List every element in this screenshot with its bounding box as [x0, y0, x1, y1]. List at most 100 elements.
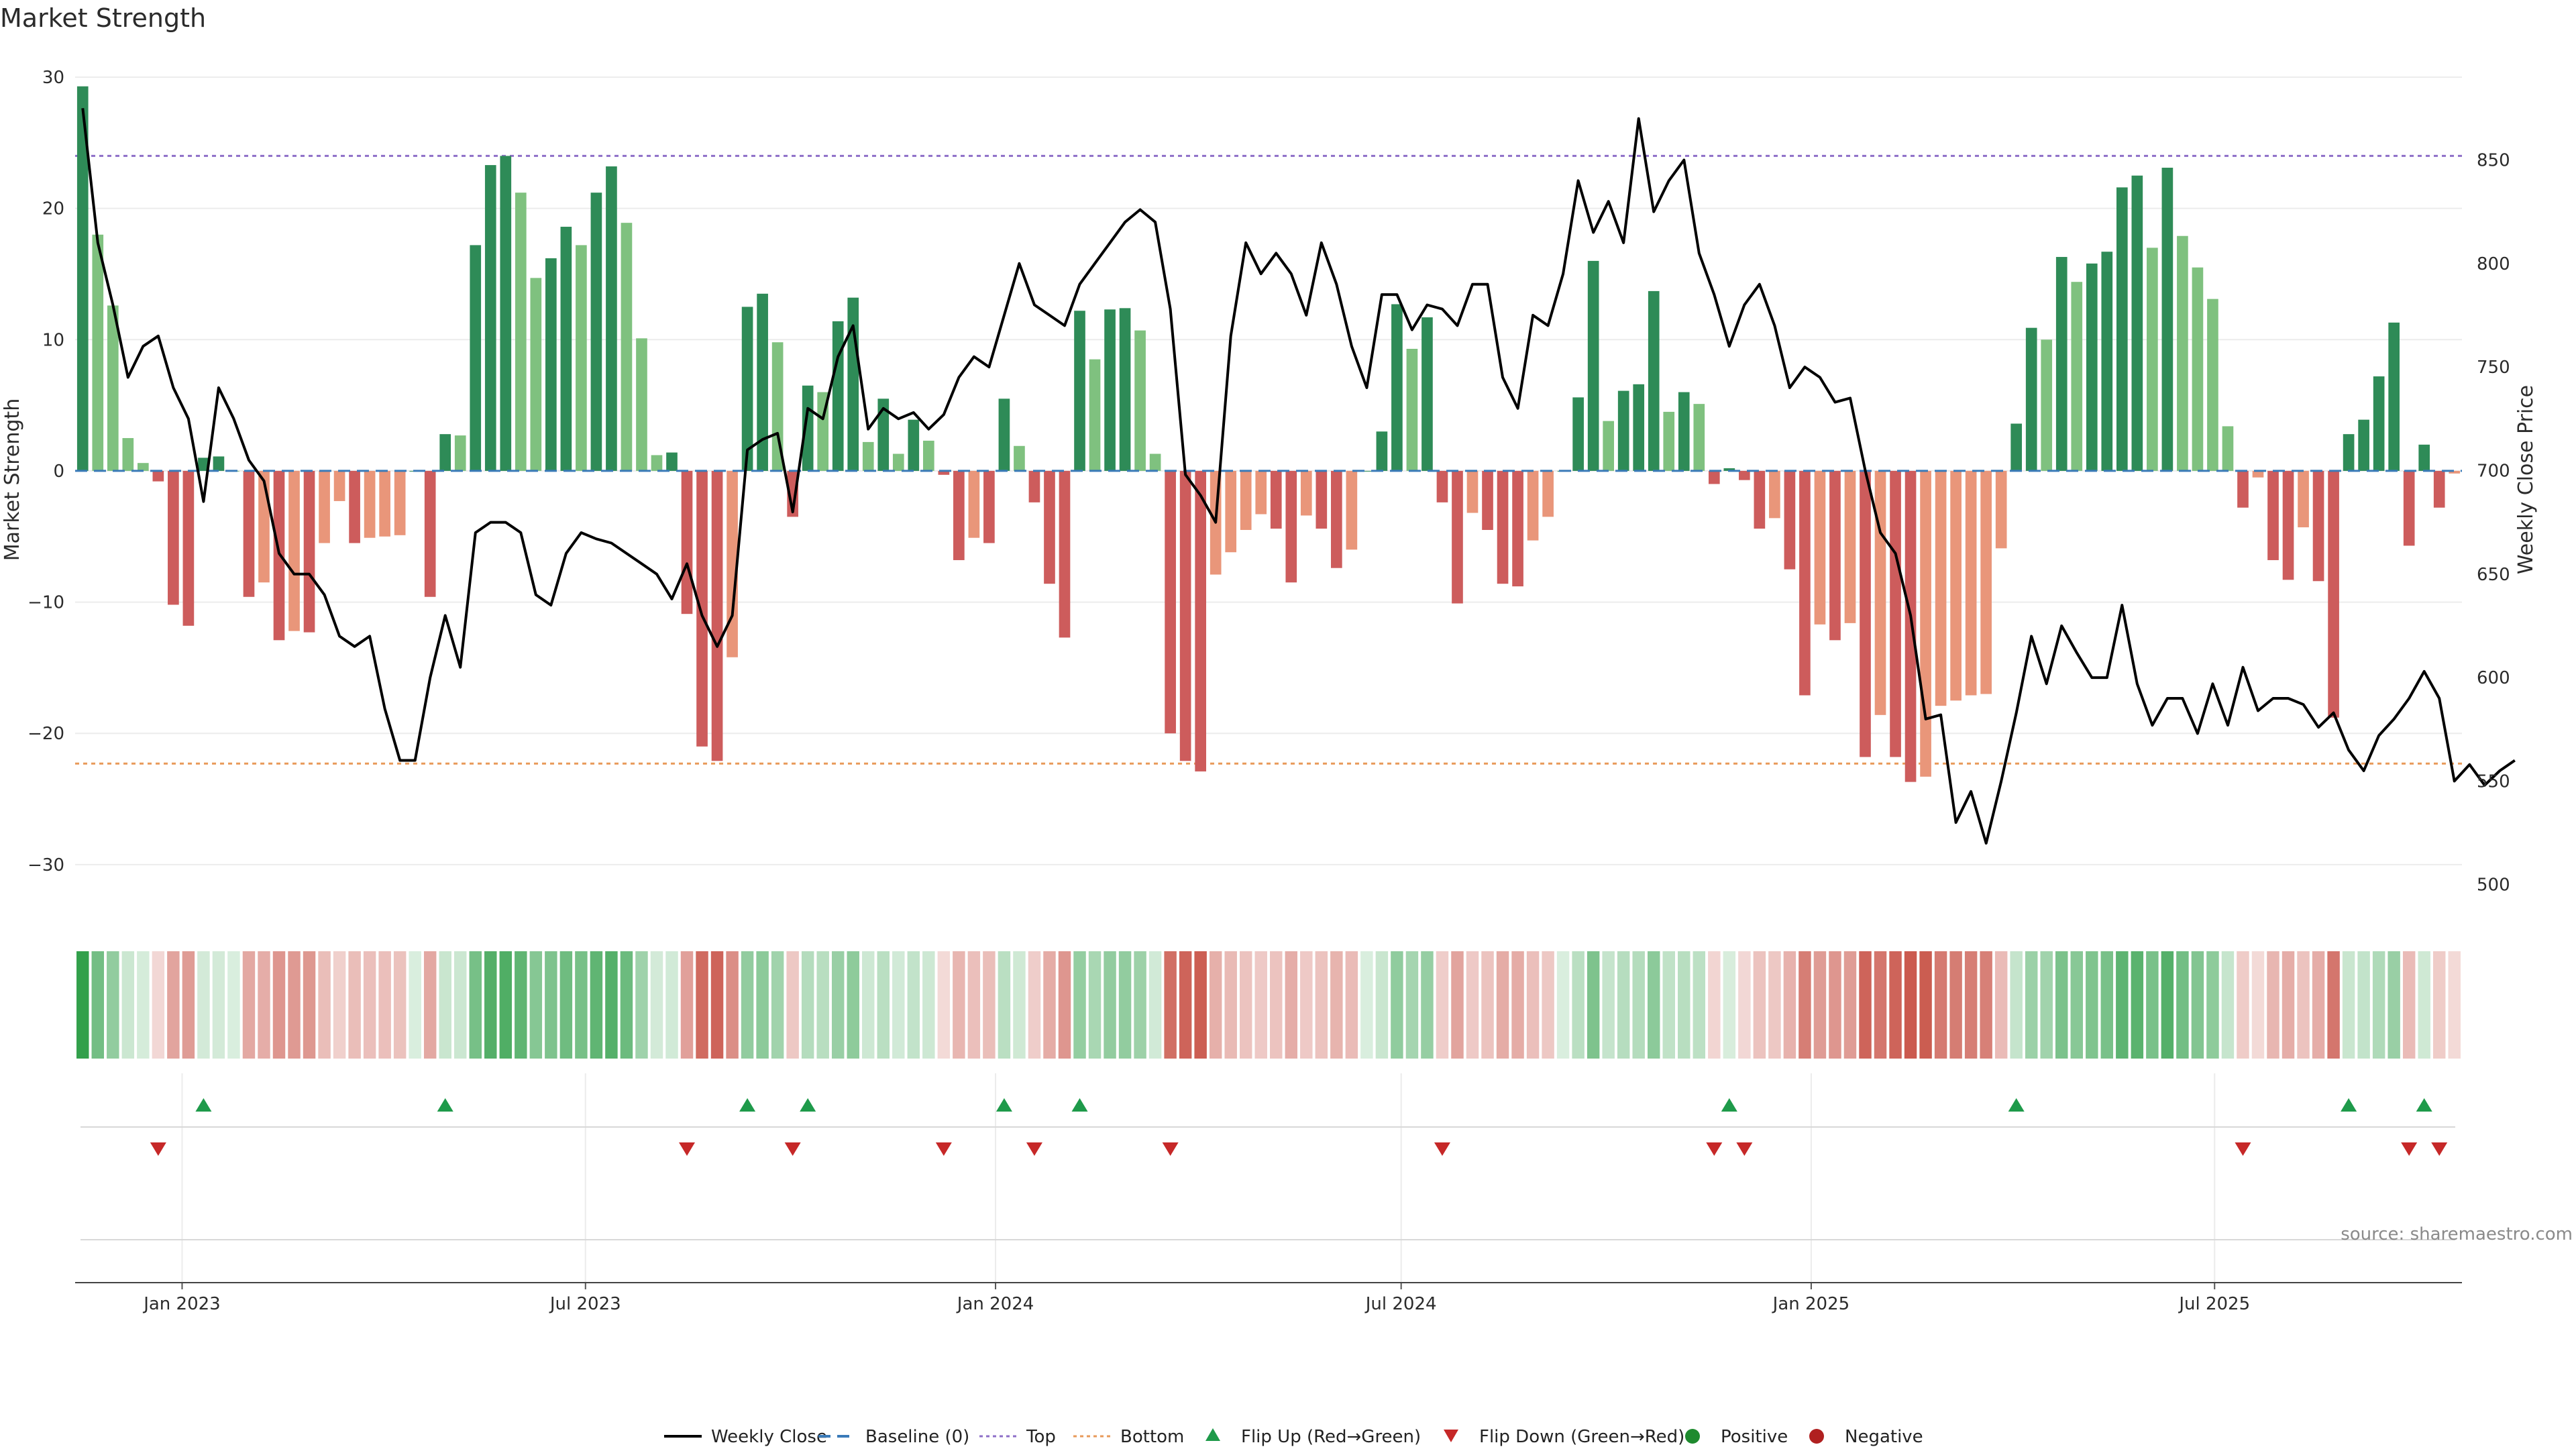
heat-cell [1436, 951, 1449, 1059]
heat-cell [2357, 951, 2370, 1059]
heat-cell [1118, 951, 1132, 1059]
strength-bar [983, 470, 995, 543]
legend-item: Top [979, 1427, 1056, 1447]
heat-cell [665, 951, 678, 1059]
heat-cell [1632, 951, 1645, 1059]
strength-bar [1165, 470, 1176, 734]
legend-item: Flip Up (Red→Green) [1205, 1427, 1421, 1447]
strength-bar [606, 166, 617, 471]
heat-cell [1542, 951, 1554, 1059]
strength-bar [1436, 470, 1448, 502]
heat-cell [1934, 951, 1947, 1059]
heat-cell [2267, 951, 2279, 1059]
heat-cell [2237, 951, 2249, 1059]
flip-markers [80, 1098, 2455, 1240]
strength-bar [847, 297, 859, 471]
heat-cell [454, 951, 467, 1059]
strength-bar [621, 223, 633, 471]
legend-item: Baseline (0) [818, 1427, 969, 1447]
strength-bar [515, 193, 527, 471]
strength-bar [2161, 167, 2174, 471]
strength-bar [122, 438, 134, 471]
axes: 30 20 10 0 −10 −20 −30 850 800 750 700 650 600 550 500… [28, 68, 2510, 1314]
strength-bar [802, 385, 814, 471]
heat-cell [1526, 951, 1540, 1059]
heat-cell [2176, 951, 2189, 1059]
heat-cell [983, 951, 996, 1059]
heat-cell [272, 951, 286, 1059]
strength-bar [1769, 470, 1780, 519]
heat-cell [635, 951, 648, 1059]
strength-bar [1240, 470, 1252, 530]
strength-bar [349, 470, 360, 543]
heat-cell [620, 951, 633, 1059]
legend-label: Baseline (0) [865, 1427, 969, 1447]
heat-cell [998, 951, 1011, 1059]
strength-bar [1920, 470, 1931, 777]
strength-bar [1028, 470, 1040, 502]
heat-cell [197, 951, 210, 1059]
strength-bar [1995, 470, 2007, 549]
strength-bar [1904, 470, 1917, 782]
strength-bar [1195, 470, 1206, 771]
strength-bar [1104, 309, 1116, 471]
y-tick-label: 10 [42, 330, 64, 350]
heat-cell [137, 951, 150, 1059]
strength-bar [394, 470, 406, 535]
heat-cell [212, 951, 225, 1059]
y2-tick-label: 850 [2477, 150, 2510, 170]
y-tick-label: 20 [42, 199, 64, 219]
legend-label: Negative [1845, 1427, 1923, 1447]
legend-up-marker [1205, 1428, 1220, 1441]
heat-cell [2010, 951, 2023, 1059]
strength-bar [1844, 470, 1856, 623]
legend-item: Weekly Close [664, 1427, 827, 1447]
y2-tick-label: 600 [2477, 668, 2510, 688]
heat-cell [1919, 951, 1932, 1059]
strength-bar [1059, 470, 1071, 638]
y-tick-label: −20 [28, 724, 64, 744]
heat-cell [1239, 951, 1252, 1059]
strength-bar [1527, 470, 1539, 541]
heat-cell [1209, 951, 1222, 1059]
heat-cell [1360, 951, 1373, 1059]
heat-cell [922, 951, 935, 1059]
strength-bar [107, 305, 119, 471]
strength-bar [319, 470, 330, 543]
heat-cell [2432, 951, 2446, 1059]
heat-cell [1874, 951, 1887, 1059]
heat-cell [167, 951, 180, 1059]
strength-bar [152, 470, 164, 482]
heat-cell [121, 951, 135, 1059]
strength-bar [1814, 470, 1826, 625]
strength-bar [1074, 311, 1085, 471]
strength-bar [1044, 470, 1055, 584]
heat-cell [1708, 951, 1721, 1059]
heat-cell [545, 951, 557, 1059]
heat-cell [2312, 951, 2325, 1059]
heat-cell [2221, 951, 2235, 1059]
strength-bar [2312, 470, 2324, 582]
flip-up-marker [800, 1098, 816, 1112]
heat-cell [303, 951, 316, 1059]
strength-bar [303, 470, 315, 633]
heat-cell [1451, 951, 1464, 1059]
heat-cell [1783, 951, 1796, 1059]
strength-bar [1406, 348, 1418, 471]
heat-cell [1662, 951, 1675, 1059]
strength-bar [1391, 304, 1403, 471]
heat-cell [907, 951, 920, 1059]
weekly-close-line [81, 108, 2516, 845]
strength-bar [2071, 282, 2083, 471]
heat-cell [1270, 951, 1283, 1059]
strength-bar [454, 435, 466, 471]
heat-cell [1481, 951, 1494, 1059]
y2-tick-label: 700 [2477, 461, 2510, 481]
heat-cell [1179, 951, 1192, 1059]
strength-bar [439, 434, 451, 471]
heat-cell [1058, 951, 1071, 1059]
strength-bar [2418, 444, 2430, 471]
strength-bar [1935, 470, 1947, 706]
flip-down-marker [1026, 1142, 1042, 1156]
heat-cell [2448, 951, 2461, 1059]
